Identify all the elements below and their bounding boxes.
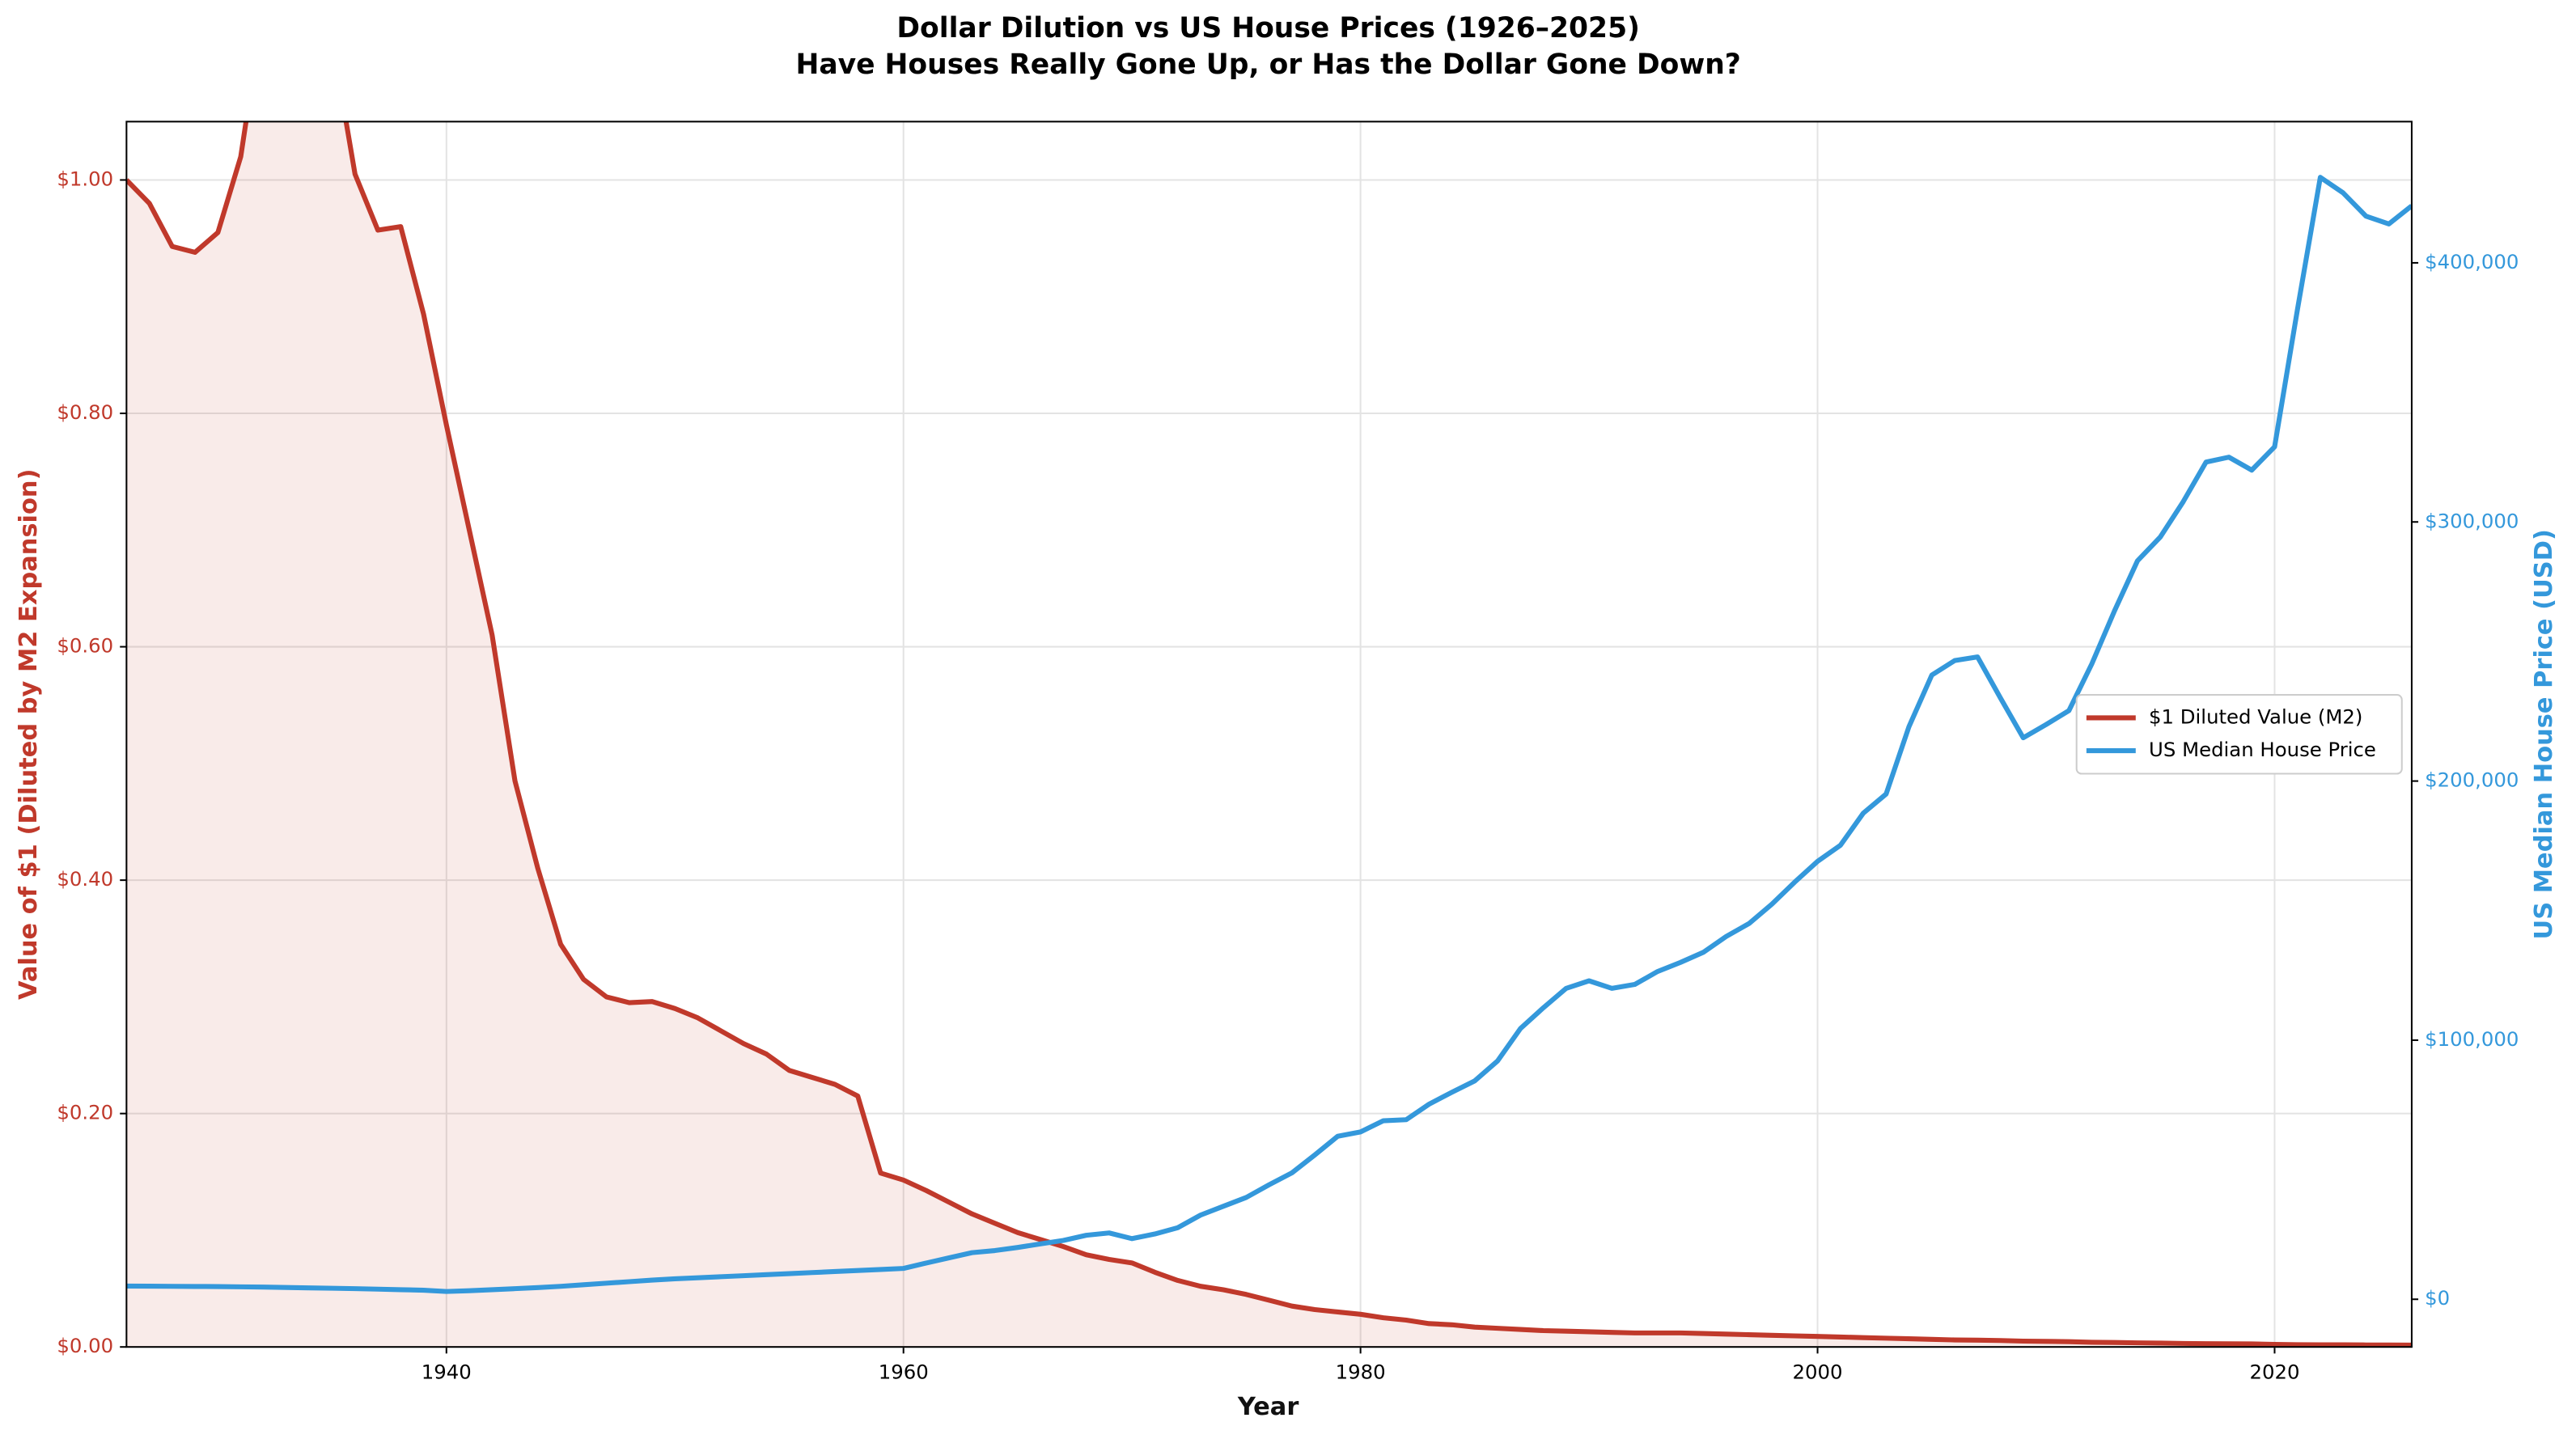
y2-axis-label: US Median House Price (USD)	[2530, 529, 2558, 939]
y-tick-label: $0.60	[57, 634, 113, 658]
x-tick-label: 1980	[1336, 1361, 1386, 1384]
legend-label: US Median House Price	[2149, 738, 2376, 761]
y2-tick-label: $100,000	[2425, 1027, 2519, 1051]
chart-subtitle: Have Houses Really Gone Up, or Has the D…	[795, 49, 1740, 81]
plot-area	[126, 121, 2412, 1348]
series-line	[126, 121, 2412, 1348]
y-tick-label: $0.40	[57, 867, 113, 891]
x-tick-label: 1940	[422, 1361, 472, 1384]
chart-title: Dollar Dilution vs US House Prices (1926…	[896, 12, 1640, 44]
y-tick-label: $0.20	[57, 1101, 113, 1124]
x-tick-label: 1960	[879, 1361, 929, 1384]
y-axis-label: Value of $1 (Diluted by M2 Expansion)	[15, 469, 43, 1001]
legend-label: $1 Diluted Value (M2)	[2149, 705, 2362, 728]
x-tick-label: 2000	[1793, 1361, 1843, 1384]
plot-frame	[125, 121, 2413, 1348]
series-line	[126, 175, 2412, 1294]
y2-tick-label: $300,000	[2425, 509, 2519, 532]
y-tick-label: $0.00	[57, 1334, 113, 1357]
x-tick-label: 2020	[2249, 1361, 2299, 1384]
y-tick-label: $0.80	[57, 400, 113, 424]
series-area	[126, 121, 2412, 1348]
y2-tick-label: $400,000	[2425, 250, 2519, 273]
x-axis-label: Year	[1237, 1393, 1299, 1421]
y2-tick-label: $0	[2425, 1286, 2450, 1310]
y2-tick-label: $200,000	[2425, 768, 2519, 792]
y-tick-label: $1.00	[57, 167, 113, 190]
legend-box	[2075, 694, 2403, 775]
